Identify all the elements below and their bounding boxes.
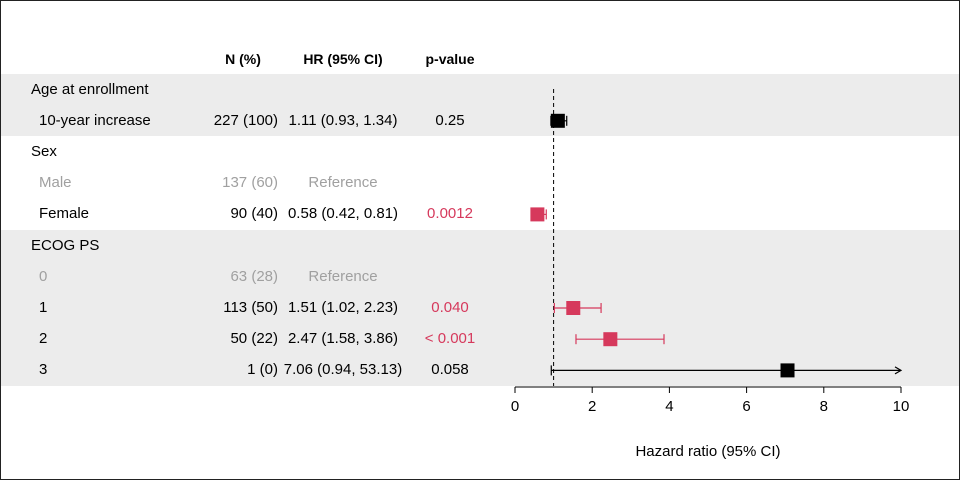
row-label: Female [39, 205, 90, 223]
hr-cell: 1.51 (1.02, 2.23) [287, 299, 399, 316]
row-label: 0 [39, 267, 48, 285]
point-layer [530, 113, 795, 378]
row-label: 10-year increase [39, 111, 151, 129]
p-value-cell: < 0.001 [424, 330, 476, 348]
x-tick-label: 0 [511, 398, 519, 415]
row-label: 1 [39, 299, 48, 316]
hr-point [566, 301, 581, 315]
hr-cell: Reference [308, 267, 378, 285]
header-hr: HR (95% CI) [303, 51, 383, 67]
header-p-value: p-value [425, 51, 475, 67]
group-band [1, 74, 959, 137]
group-label: Sex [31, 143, 57, 160]
group-label: Age at enrollment [31, 80, 149, 98]
x-tick-label: 2 [588, 398, 596, 415]
group-label: ECOG PS [31, 236, 100, 254]
hr-cell: 7.06 (0.94, 53.13) [283, 361, 403, 379]
ci-arrow-high [894, 366, 903, 375]
header-n: N (%) [225, 51, 261, 67]
hr-cell: 0.58 (0.42, 0.81) [287, 205, 399, 223]
row-label: Male [39, 174, 72, 192]
x-tick-label: 4 [665, 398, 673, 415]
n-cell: 50 (22) [230, 330, 278, 348]
hr-point [530, 207, 545, 222]
hr-cell: 2.47 (1.58, 3.86) [287, 330, 399, 348]
n-cell: 90 (40) [230, 205, 278, 223]
n-cell: 1 (0) [247, 361, 278, 379]
p-value-cell: 0.0012 [427, 205, 473, 223]
row-label: 3 [39, 361, 48, 379]
x-tick-label: 6 [742, 398, 750, 415]
p-value-cell: 0.040 [431, 299, 469, 316]
p-value-cell: 0.25 [435, 111, 465, 129]
hr-point [780, 363, 795, 378]
x-tick-label: 8 [820, 398, 828, 415]
n-cell: 113 (50) [223, 299, 278, 316]
x-tick-label: 10 [893, 398, 910, 415]
n-cell: 63 (28) [230, 267, 278, 285]
hr-cell: 1.11 (0.93, 1.34) [288, 111, 398, 129]
n-cell: 137 (60) [222, 174, 278, 192]
row-label: 2 [39, 330, 48, 348]
hr-cell: Reference [308, 174, 378, 192]
ci-layer [530, 115, 903, 376]
hr-point [603, 332, 618, 347]
p-value-cell: 0.058 [431, 361, 469, 379]
n-cell: 227 (100) [213, 111, 278, 129]
hr-point [550, 113, 565, 128]
group-band [1, 230, 959, 386]
x-axis-label: Hazard ratio (95% CI) [635, 443, 780, 460]
